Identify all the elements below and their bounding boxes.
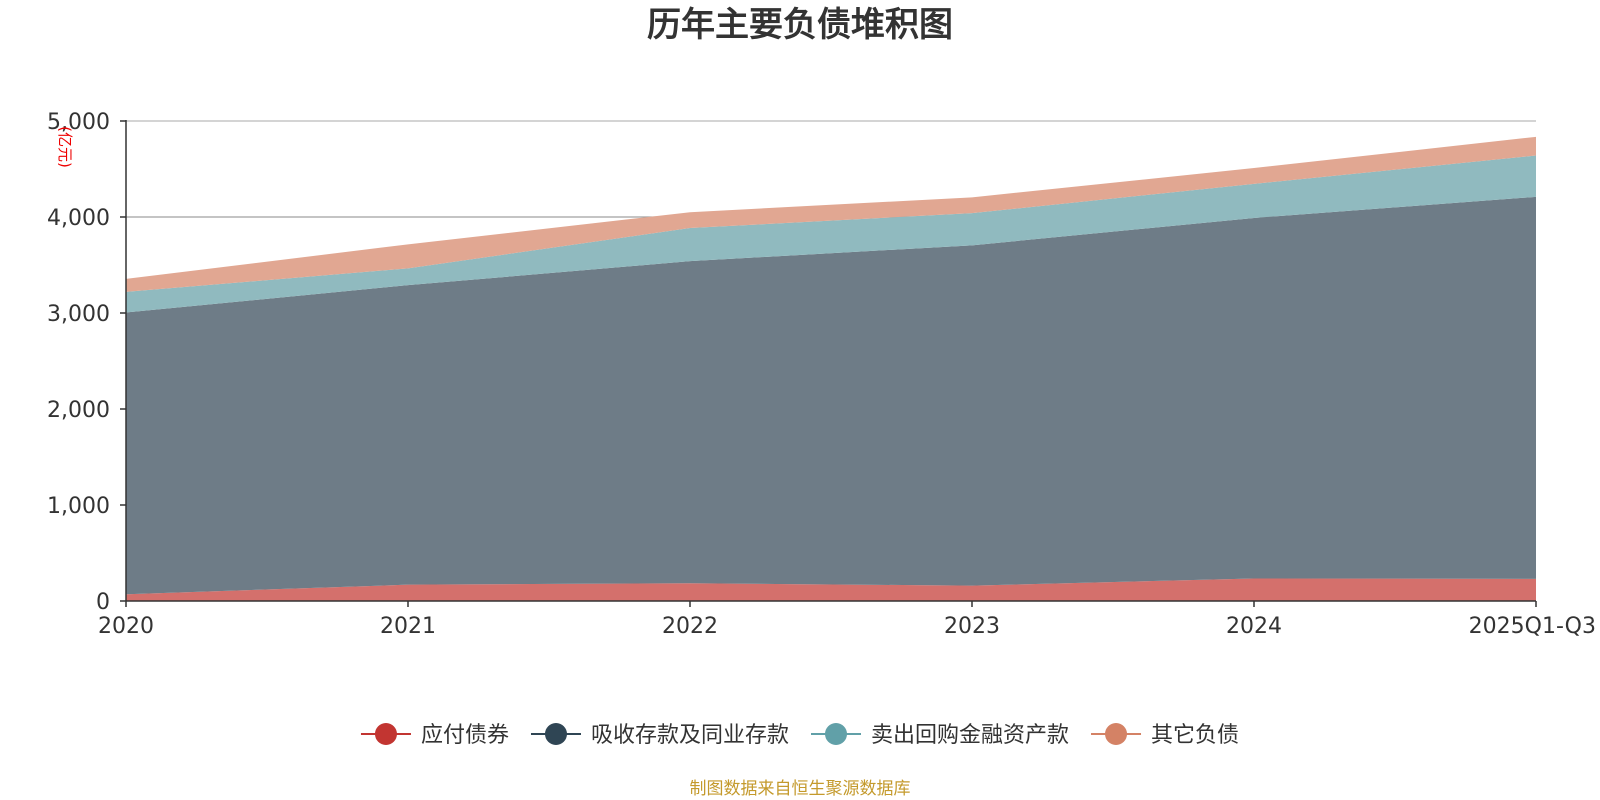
legend-item-1[interactable]: 吸收存款及同业存款: [530, 723, 789, 748]
legend-item-0[interactable]: 应付债券: [360, 723, 509, 748]
chart-title: 历年主要负债堆积图: [647, 5, 953, 45]
legend-label-3: 其它负债: [1151, 723, 1239, 748]
x-tick-label-1: 2021: [380, 614, 436, 639]
y-tick-label-5000: 5,000: [47, 110, 110, 135]
y-tick-label-0: 0: [96, 590, 110, 615]
legend-label-2: 卖出回购金融资产款: [871, 723, 1069, 748]
area-series-2: [126, 155, 1536, 313]
y-tick-label-2000: 2,000: [47, 398, 110, 423]
legend-item-2[interactable]: 卖出回购金融资产款: [811, 723, 1069, 748]
y-tick-label-3000: 3,000: [47, 302, 110, 327]
legend-marker-0: [374, 723, 397, 745]
area-series: [126, 136, 1536, 601]
legend[interactable]: 应付债券 吸收存款及同业存款 卖出回购金融资产款 其它负债: [360, 723, 1239, 748]
x-tick-label-5: 2025Q1-Q3: [1469, 614, 1596, 639]
legend-marker-1: [544, 723, 567, 745]
y-tick-label-1000: 1,000: [47, 494, 110, 519]
area-series-1: [126, 196, 1536, 595]
x-tick-label-4: 2024: [1226, 614, 1282, 639]
legend-label-1: 吸收存款及同业存款: [591, 723, 789, 748]
area-series-0: [126, 578, 1536, 601]
legend-marker-2: [825, 723, 847, 745]
data-source-note: 制图数据来自恒生聚源数据库: [689, 779, 911, 799]
x-tick-label-3: 2023: [944, 614, 1000, 639]
legend-marker-3: [1105, 723, 1128, 745]
legend-item-3[interactable]: 其它负债: [1091, 723, 1239, 748]
x-tick-label-2: 2022: [662, 614, 718, 639]
y-axis-unit: (亿元): [56, 126, 74, 168]
y-tick-label-4000: 4,000: [47, 206, 110, 231]
axes: 0 1,000 2,000 3,000 4,000 5,000 2020 2021 2022 20…: [47, 110, 1596, 639]
area-series-3: [126, 136, 1536, 292]
x-tick-label-0: 2020: [98, 614, 154, 639]
legend-label-0: 应付债券: [421, 723, 509, 748]
